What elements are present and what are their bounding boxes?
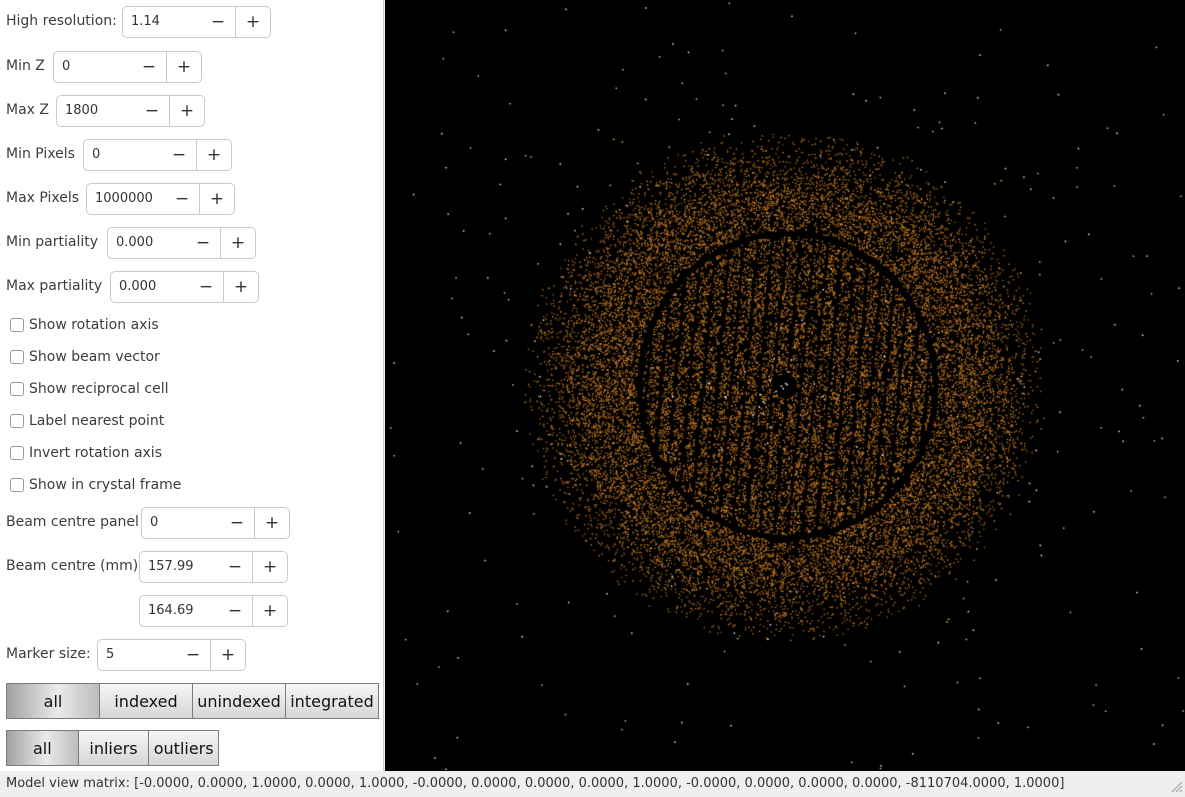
reflection-filter-toggle: all indexed unindexed integrated: [6, 683, 379, 719]
max-z-input[interactable]: 1800: [56, 95, 136, 127]
show-reciprocal-cell-checkbox[interactable]: Show reciprocal cell: [10, 381, 168, 397]
beam-centre-x-input[interactable]: 157.99: [139, 551, 219, 583]
label-nearest-point-checkbox[interactable]: Label nearest point: [10, 413, 164, 429]
beam-centre-panel-decrement-button[interactable]: −: [220, 507, 255, 539]
max-z-increment-button[interactable]: +: [170, 95, 205, 127]
beam-centre-mm-label: Beam centre (mm): [6, 558, 139, 574]
show-in-crystal-frame-checkbox[interactable]: Show in crystal frame: [10, 477, 181, 493]
filter-indexed-button[interactable]: indexed: [100, 684, 193, 718]
checkbox-box[interactable]: [10, 350, 24, 364]
beam-centre-panel-increment-button[interactable]: +: [255, 507, 290, 539]
filter-all-button[interactable]: all: [7, 684, 100, 718]
show-beam-vector-checkbox[interactable]: Show beam vector: [10, 349, 160, 365]
min-partiality-decrement-button[interactable]: −: [186, 227, 221, 259]
status-bar: Model view matrix: [-0.0000, 0.0000, 1.0…: [0, 771, 1185, 795]
min-pixels-increment-button[interactable]: +: [197, 139, 232, 171]
min-z-label: Min Z: [6, 58, 45, 74]
max-z-label: Max Z: [6, 102, 49, 118]
max-partiality-decrement-button[interactable]: −: [189, 271, 224, 303]
max-pixels-label: Max Pixels: [6, 190, 80, 206]
beam-centre-y-decrement-button[interactable]: −: [218, 595, 253, 627]
high-resolution-input[interactable]: 1.14: [122, 6, 202, 38]
outlier-outliers-button[interactable]: outliers: [149, 731, 218, 765]
outlier-all-button[interactable]: all: [7, 731, 79, 765]
max-partiality-label: Max partiality: [6, 278, 103, 294]
min-partiality-input[interactable]: 0.000: [107, 227, 187, 259]
checkbox-label: Show in crystal frame: [29, 477, 182, 493]
invert-rotation-axis-checkbox[interactable]: Invert rotation axis: [10, 445, 162, 461]
marker-size-decrement-button[interactable]: −: [176, 639, 211, 671]
show-rotation-axis-checkbox[interactable]: Show rotation axis: [10, 317, 159, 333]
marker-size-label: Marker size:: [6, 646, 91, 662]
checkbox-label: Show reciprocal cell: [29, 381, 169, 397]
beam-centre-panel-label: Beam centre panel: [6, 514, 139, 530]
outlier-inliers-button[interactable]: inliers: [78, 731, 150, 765]
filter-unindexed-button[interactable]: unindexed: [193, 684, 286, 718]
checkbox-box[interactable]: [10, 478, 24, 492]
high-resolution-increment-button[interactable]: +: [236, 6, 271, 38]
resize-grip-icon[interactable]: [1169, 779, 1183, 793]
beam-centre-x-increment-button[interactable]: +: [253, 551, 288, 583]
checkbox-box[interactable]: [10, 318, 24, 332]
marker-size-input[interactable]: 5: [97, 639, 177, 671]
min-z-increment-button[interactable]: +: [167, 51, 202, 83]
max-pixels-input[interactable]: 1000000: [86, 183, 166, 215]
checkbox-label: Show beam vector: [29, 349, 160, 365]
min-z-input[interactable]: 0: [53, 51, 133, 83]
high-resolution-label: High resolution:: [6, 13, 117, 29]
reciprocal-lattice-viewer[interactable]: [385, 0, 1185, 771]
filter-integrated-button[interactable]: integrated: [286, 684, 378, 718]
marker-size-increment-button[interactable]: +: [211, 639, 246, 671]
outlier-filter-toggle: all inliers outliers: [6, 730, 219, 766]
max-z-decrement-button[interactable]: −: [135, 95, 170, 127]
beam-centre-y-increment-button[interactable]: +: [253, 595, 288, 627]
max-partiality-increment-button[interactable]: +: [224, 271, 259, 303]
min-pixels-label: Min Pixels: [6, 146, 75, 162]
high-resolution-decrement-button[interactable]: −: [201, 6, 236, 38]
min-pixels-decrement-button[interactable]: −: [162, 139, 197, 171]
model-view-matrix-text: Model view matrix: [-0.0000, 0.0000, 1.0…: [6, 776, 1065, 791]
max-partiality-input[interactable]: 0.000: [110, 271, 190, 303]
checkbox-box[interactable]: [10, 446, 24, 460]
max-pixels-decrement-button[interactable]: −: [165, 183, 200, 215]
beam-centre-y-input[interactable]: 164.69: [139, 595, 219, 627]
beam-centre-panel-input[interactable]: 0: [141, 507, 221, 539]
min-partiality-label: Min partiality: [6, 234, 99, 250]
beam-centre-x-decrement-button[interactable]: −: [218, 551, 253, 583]
min-partiality-increment-button[interactable]: +: [221, 227, 256, 259]
reciprocal-lattice-canvas[interactable]: [385, 0, 1185, 771]
checkbox-box[interactable]: [10, 382, 24, 396]
checkbox-box[interactable]: [10, 414, 24, 428]
min-z-decrement-button[interactable]: −: [132, 51, 167, 83]
checkbox-label: Show rotation axis: [29, 317, 159, 333]
min-pixels-input[interactable]: 0: [83, 139, 163, 171]
checkbox-label: Label nearest point: [29, 413, 165, 429]
checkbox-label: Invert rotation axis: [29, 445, 162, 461]
settings-panel: High resolution: 1.14 − + Min Z 0 − + Ma…: [0, 0, 384, 771]
max-pixels-increment-button[interactable]: +: [200, 183, 235, 215]
